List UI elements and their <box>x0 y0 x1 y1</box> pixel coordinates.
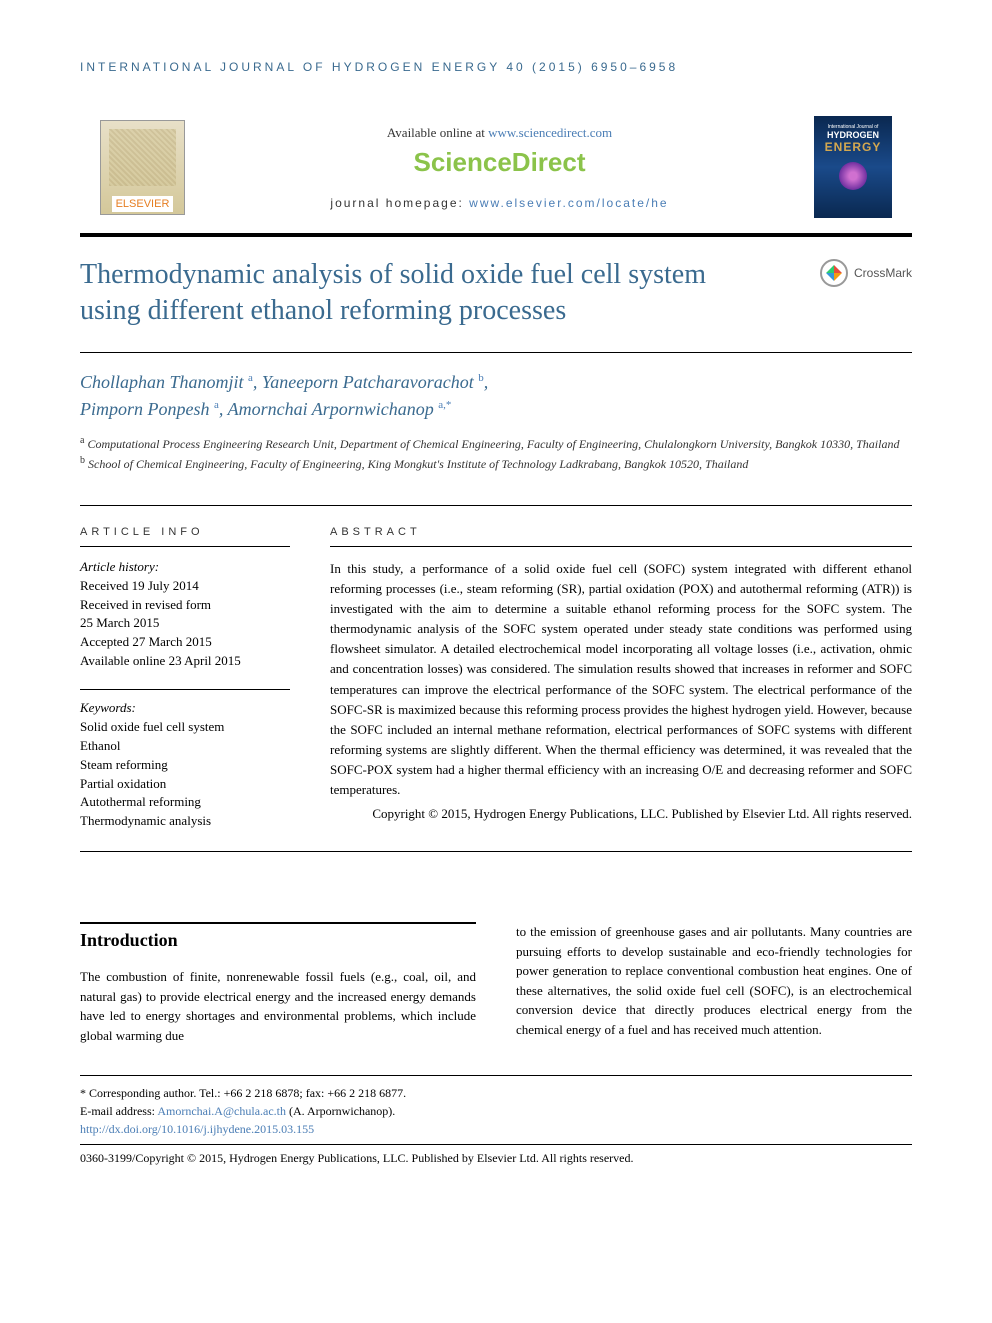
body-col-left: Introduction The combustion of finite, n… <box>80 922 476 1045</box>
journal-homepage: journal homepage: www.elsevier.com/locat… <box>185 196 814 210</box>
email-link[interactable]: Amornchai.A@chula.ac.th <box>157 1104 286 1118</box>
cover-line3: ENERGY <box>825 140 882 154</box>
author-3: Pimporn Ponpesh <box>80 399 210 419</box>
keyword-3: Steam reforming <box>80 756 290 775</box>
elsevier-logo-text: ELSEVIER <box>112 196 174 212</box>
author-list: Chollaphan Thanomjit a, Yaneeporn Patcha… <box>80 369 912 423</box>
author-2: Yaneeporn Patcharavorachot <box>262 372 474 392</box>
history-accepted: Accepted 27 March 2015 <box>80 633 290 652</box>
history-revised-date: 25 March 2015 <box>80 614 290 633</box>
article-info: ARTICLE INFO Article history: Received 1… <box>80 526 290 831</box>
affiliation-a: Computational Process Engineering Resear… <box>87 437 899 451</box>
abstract: ABSTRACT In this study, a performance of… <box>330 526 912 831</box>
crossmark-label: CrossMark <box>854 266 912 280</box>
keywords-label: Keywords: <box>80 700 290 716</box>
body-columns: Introduction The combustion of finite, n… <box>80 922 912 1045</box>
cover-line2: HYDROGEN <box>827 130 879 140</box>
doi-link[interactable]: http://dx.doi.org/10.1016/j.ijhydene.201… <box>80 1122 314 1136</box>
email-line: E-mail address: Amornchai.A@chula.ac.th … <box>80 1102 912 1120</box>
available-online: Available online at www.sciencedirect.co… <box>185 125 814 141</box>
homepage-prefix: journal homepage: <box>330 196 469 210</box>
keyword-2: Ethanol <box>80 737 290 756</box>
keyword-4: Partial oxidation <box>80 775 290 794</box>
running-header: INTERNATIONAL JOURNAL OF HYDROGEN ENERGY… <box>80 60 912 74</box>
abstract-copyright: Copyright © 2015, Hydrogen Energy Public… <box>330 804 912 824</box>
keyword-1: Solid oxide fuel cell system <box>80 718 290 737</box>
abstract-header: ABSTRACT <box>330 526 912 547</box>
cover-graphic-icon <box>839 162 867 190</box>
author-4-aff[interactable]: a, <box>438 399 446 411</box>
email-label: E-mail address: <box>80 1104 157 1118</box>
abstract-text: In this study, a performance of a solid … <box>330 559 912 801</box>
author-1: Chollaphan Thanomjit <box>80 372 244 392</box>
corresponding-author: * Corresponding author. Tel.: +66 2 218 … <box>80 1084 912 1102</box>
history-label: Article history: <box>80 559 290 575</box>
author-4: Amornchai Arpornwichanop <box>228 399 434 419</box>
author-1-aff[interactable]: a <box>248 372 253 384</box>
author-3-aff[interactable]: a <box>214 399 219 411</box>
sciencedirect-link[interactable]: www.sciencedirect.com <box>488 125 612 140</box>
email-suffix: (A. Arpornwichanop). <box>286 1104 395 1118</box>
body-col-right: to the emission of greenhouse gases and … <box>516 922 912 1045</box>
footer-copyright: 0360-3199/Copyright © 2015, Hydrogen Ene… <box>80 1144 912 1167</box>
keyword-5: Autothermal reforming <box>80 793 290 812</box>
intro-para-right: to the emission of greenhouse gases and … <box>516 922 912 1039</box>
article-title: Thermodynamic analysis of solid oxide fu… <box>80 257 730 330</box>
affiliations: a Computational Process Engineering Rese… <box>80 433 912 473</box>
affiliation-b: School of Chemical Engineering, Faculty … <box>88 457 748 471</box>
footer: * Corresponding author. Tel.: +66 2 218 … <box>80 1075 912 1167</box>
crossmark-badge[interactable]: CrossMark <box>820 259 912 287</box>
title-block: Thermodynamic analysis of solid oxide fu… <box>80 237 912 353</box>
journal-header: ELSEVIER Available online at www.science… <box>80 104 912 237</box>
authors-block: Chollaphan Thanomjit a, Yaneeporn Patcha… <box>80 353 912 477</box>
keyword-6: Thermodynamic analysis <box>80 812 290 831</box>
elsevier-logo: ELSEVIER <box>100 120 185 215</box>
journal-cover: International Journal of HYDROGEN ENERGY <box>814 116 892 218</box>
history-revised-label: Received in revised form <box>80 596 290 615</box>
article-info-header: ARTICLE INFO <box>80 526 290 547</box>
sciencedirect-brand: ScienceDirect <box>185 147 814 178</box>
author-2-aff[interactable]: b <box>478 372 484 384</box>
author-4-corr[interactable]: * <box>446 399 452 411</box>
history-online: Available online 23 April 2015 <box>80 652 290 671</box>
available-prefix: Available online at <box>387 125 488 140</box>
history-received: Received 19 July 2014 <box>80 577 290 596</box>
crossmark-icon <box>820 259 848 287</box>
homepage-link[interactable]: www.elsevier.com/locate/he <box>469 196 668 210</box>
intro-para-left: The combustion of finite, nonrenewable f… <box>80 967 476 1045</box>
introduction-heading: Introduction <box>80 922 476 951</box>
info-abstract-row: ARTICLE INFO Article history: Received 1… <box>80 505 912 852</box>
